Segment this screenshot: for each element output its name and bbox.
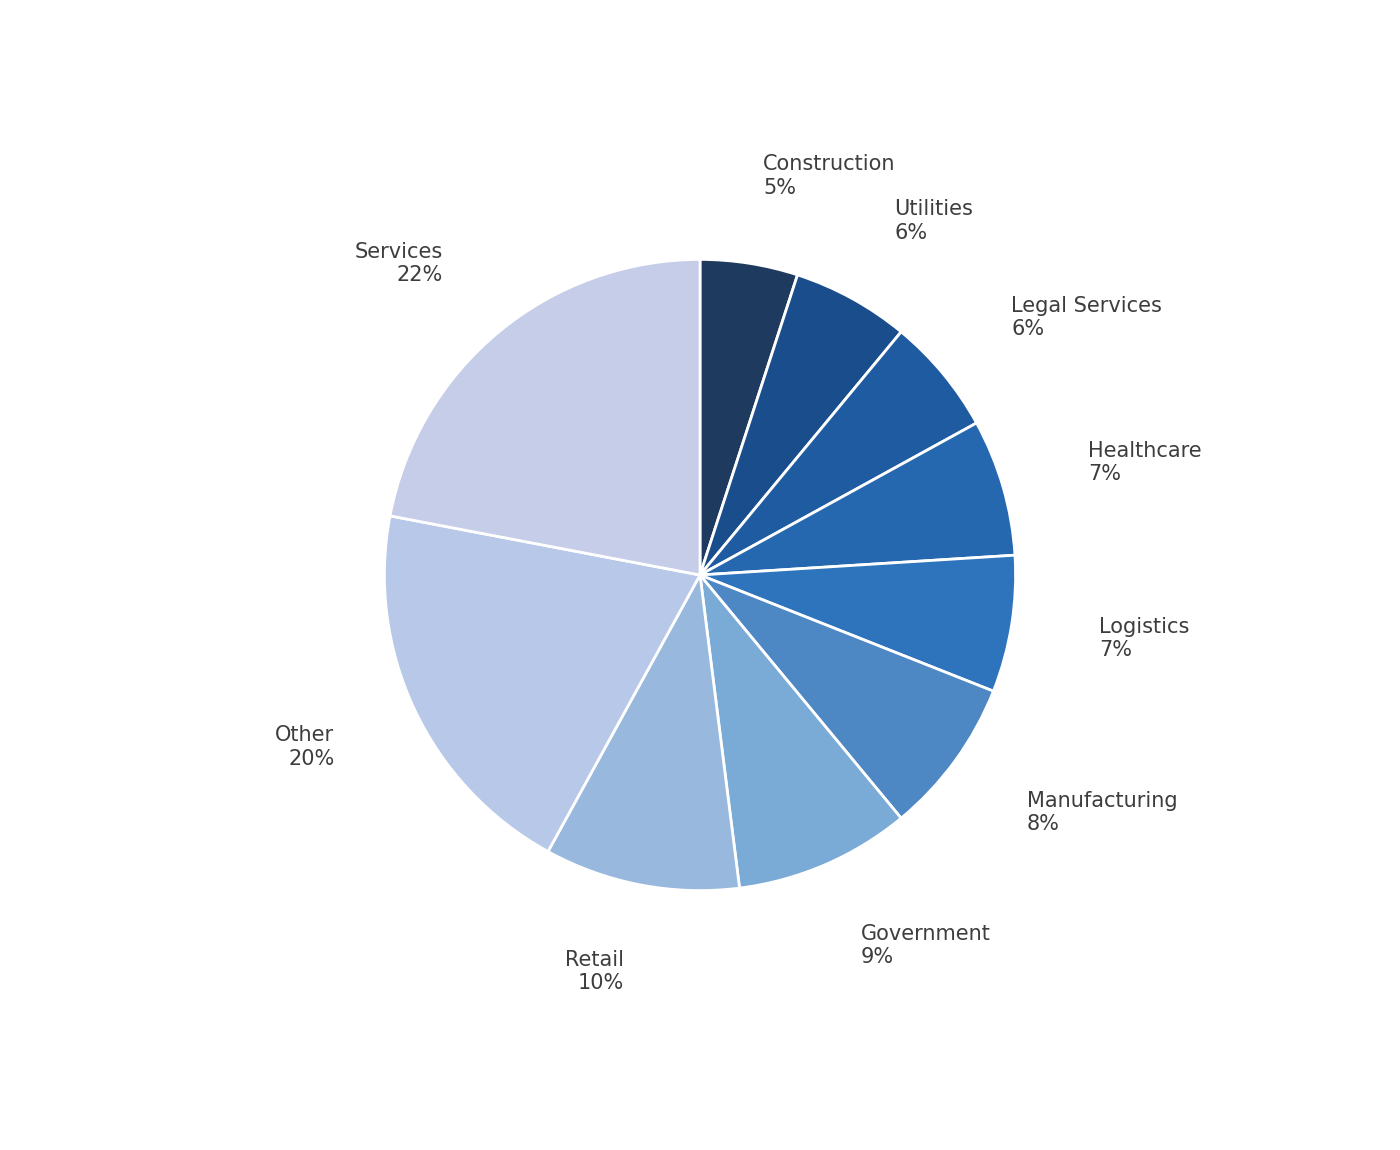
Wedge shape [547,575,739,890]
Wedge shape [700,575,994,818]
Text: Healthcare
7%: Healthcare 7% [1088,440,1201,484]
Text: Construction
5%: Construction 5% [763,154,896,198]
Text: Utilities
6%: Utilities 6% [895,199,973,243]
Wedge shape [700,260,798,575]
Wedge shape [700,555,1015,691]
Wedge shape [700,275,902,575]
Text: Logistics
7%: Logistics 7% [1099,616,1190,660]
Wedge shape [700,332,977,575]
Wedge shape [700,575,902,888]
Wedge shape [391,260,700,575]
Text: Government
9%: Government 9% [861,925,990,967]
Text: Manufacturing
8%: Manufacturing 8% [1026,791,1177,834]
Text: Other
20%: Other 20% [276,726,335,768]
Text: Retail
10%: Retail 10% [566,950,624,994]
Wedge shape [385,516,700,851]
Wedge shape [700,423,1015,575]
Text: Services
22%: Services 22% [354,243,442,285]
Text: Legal Services
6%: Legal Services 6% [1011,296,1162,339]
